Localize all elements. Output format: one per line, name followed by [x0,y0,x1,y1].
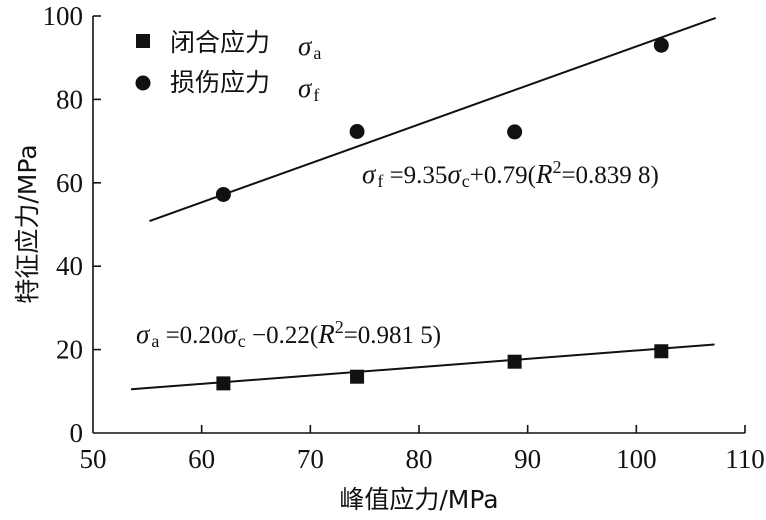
y-tick-label: 60 [56,168,83,198]
eq-damage-r: R [535,159,553,189]
eq-damage-part3: =0.839 8) [561,162,658,189]
marker-damage-point [653,37,669,53]
marker-closure-point [350,369,365,384]
x-tick-label: 70 [297,444,324,474]
marker-damage-point [507,124,523,140]
marker-closure-point [654,344,669,359]
eq-damage-sup: 2 [552,157,561,177]
marker-damage-point [215,186,231,202]
legend-symbol-closure-sub: a [313,43,321,63]
eq-damage-part1: =9.35 [383,162,447,189]
x-tick-label: 60 [188,444,215,474]
legend-label-closure: 闭合应力 [170,28,270,57]
marker-closure-point [507,354,522,369]
x-tick-label: 50 [80,444,107,474]
eq-closure-sub1: a [151,331,159,351]
eq-closure-sym1: σ [136,319,151,349]
x-tick-label: 80 [406,444,433,474]
y-axis-label: 特征应力/MPa [13,144,42,303]
eq-damage-sym1: σ [362,159,377,189]
eq-damage-sub1: f [377,171,383,191]
legend-symbol-damage-main: σ [298,73,313,103]
x-tick-label: 100 [616,444,657,474]
x-tick-label: 110 [725,444,765,474]
y-tick-label: 80 [56,84,83,114]
legend-marker-circle [135,75,151,91]
legend-symbol-closure-main: σ [298,31,313,61]
fit-line-damage [149,16,716,223]
legend-marker-square [136,34,150,48]
marker-damage-point [349,124,365,140]
eq-closure-r: R [317,319,335,349]
markers [215,37,669,391]
x-axis-label: 峰值应力/MPa [339,485,498,514]
y-ticks: 0 20 40 60 80 100 [43,1,101,448]
legend-label-damage: 损伤应力 [170,68,270,97]
y-tick-label: 20 [56,335,83,365]
eq-closure-sym2: σ [223,319,238,349]
eq-closure-sub2: c [238,331,246,351]
y-tick-label: 40 [56,251,83,281]
legend-symbol-damage-sub: f [313,85,319,105]
eq-closure-part2: −0.22( [246,322,318,349]
eq-damage-sym2: σ [447,159,462,189]
x-tick-label: 90 [514,444,541,474]
eq-damage-part2: +0.79( [470,162,536,189]
eq-closure-part1: =0.20 [159,322,223,349]
eq-damage-sub2: c [462,171,470,191]
marker-closure-point [216,376,231,391]
eq-closure-part3: =0.981 5) [344,322,441,349]
eq-closure-sup: 2 [335,317,344,337]
x-ticks: 50 60 70 80 90 100 110 [80,425,765,474]
y-tick-label: 100 [43,1,84,31]
y-tick-label: 0 [70,418,84,448]
